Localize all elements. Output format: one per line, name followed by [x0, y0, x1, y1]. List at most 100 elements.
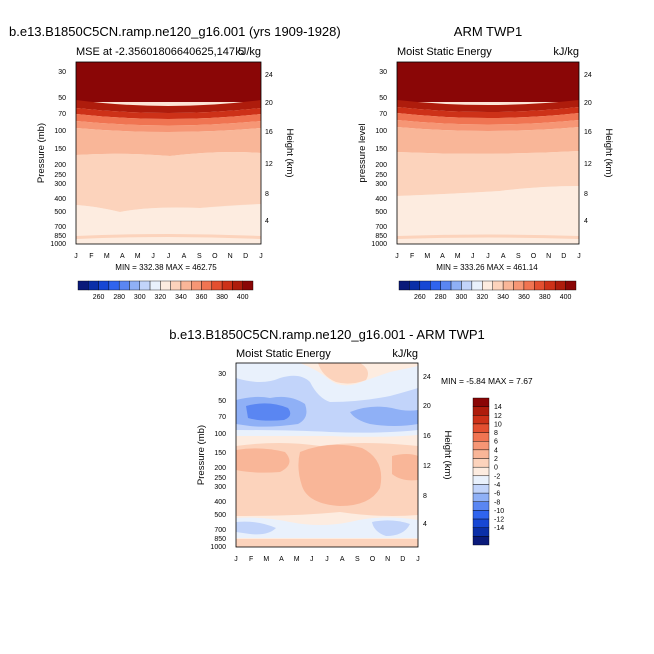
ytick: 850 — [214, 536, 226, 543]
panel1-y-ticks: 30 50 70 100 150 200 250 300 400 500 700… — [50, 69, 66, 248]
panel-difference: b.e13.B1850C5CN.ramp.ne120_g16.001 - ARM… — [169, 327, 533, 563]
ytick: 150 — [375, 146, 387, 153]
xtick: A — [182, 253, 187, 260]
ytick: 1000 — [50, 241, 66, 248]
ytick: 1000 — [371, 241, 387, 248]
ytick: 400 — [214, 499, 226, 506]
colorbar-swatch — [140, 281, 150, 290]
xtick: N — [385, 556, 390, 563]
height-tick: 12 — [584, 161, 592, 168]
colorbar-label: 360 — [196, 294, 208, 301]
ytick: 700 — [54, 224, 66, 231]
colorbar-label: 14 — [494, 404, 502, 411]
ytick: 400 — [375, 196, 387, 203]
band-dark-red — [397, 62, 579, 102]
colorbar-label: -12 — [494, 517, 504, 524]
xtick: J — [310, 556, 314, 563]
xtick: N — [546, 253, 551, 260]
colorbar-swatch — [473, 467, 489, 476]
height-tick: 12 — [265, 161, 273, 168]
colorbar-swatch — [473, 476, 489, 485]
xtick: F — [89, 253, 93, 260]
colorbar-label: -10 — [494, 508, 504, 515]
xtick: J — [151, 253, 155, 260]
height-tick: 20 — [265, 100, 273, 107]
ytick: 50 — [218, 398, 226, 405]
colorbar-swatch — [399, 281, 409, 290]
ytick: 70 — [218, 414, 226, 421]
xtick: M — [424, 253, 430, 260]
panel1-right-string: kJ/kg — [235, 46, 261, 58]
colorbar-swatch — [503, 281, 513, 290]
colorbar-swatch — [473, 398, 489, 407]
panel2-minmax: MIN = 333.26 MAX = 461.14 — [436, 263, 538, 272]
colorbar-swatch — [461, 281, 471, 290]
colorbar-swatch — [472, 281, 482, 290]
colorbar-swatch — [119, 281, 129, 290]
height-tick: 16 — [423, 433, 431, 440]
colorbar-swatch — [88, 281, 98, 290]
panel2-ylabel-right: Height (km) — [603, 128, 614, 177]
xtick: M — [263, 556, 269, 563]
colorbar-swatch — [555, 281, 565, 290]
colorbar-label: 6 — [494, 439, 498, 446]
colorbar-swatch — [232, 281, 242, 290]
xtick: M — [135, 253, 141, 260]
colorbar-swatch — [99, 281, 109, 290]
ytick: 400 — [54, 196, 66, 203]
xtick: A — [120, 253, 125, 260]
band-cream — [76, 204, 261, 244]
colorbar-label: 380 — [539, 294, 551, 301]
height-tick: 4 — [423, 521, 427, 528]
colorbar-swatch — [212, 281, 222, 290]
ytick: 150 — [54, 146, 66, 153]
colorbar-label: -8 — [494, 499, 500, 506]
height-tick: 20 — [584, 100, 592, 107]
colorbar-label: 380 — [216, 294, 228, 301]
panel2-y-ticks: 30 50 70 100 150 200 250 300 400 500 700… — [371, 69, 387, 248]
colorbar-swatch — [129, 281, 139, 290]
ytick: 100 — [54, 128, 66, 135]
colorbar-swatch — [150, 281, 160, 290]
panel-obs-mse: ARM TWP1 Moist Static Energy kJ/kg 30 50… — [357, 24, 614, 301]
colorbar-label: 2 — [494, 456, 498, 463]
xtick: O — [212, 253, 218, 260]
ytick: 70 — [58, 111, 66, 118]
height-tick: 8 — [584, 191, 588, 198]
xtick: O — [531, 253, 537, 260]
panel3-minmax: MIN = -5.84 MAX = 7.67 — [441, 376, 533, 386]
xtick: A — [501, 253, 506, 260]
xtick: D — [400, 556, 405, 563]
panel2-title: ARM TWP1 — [454, 24, 522, 39]
xtick: J — [486, 253, 490, 260]
ytick: 700 — [214, 527, 226, 534]
ytick: 30 — [379, 69, 387, 76]
colorbar-swatch — [243, 281, 253, 290]
panel1-ylabel: Pressure (mb) — [36, 123, 47, 183]
panel2-height-ticks: 24 20 16 12 8 4 — [584, 72, 592, 225]
ytick: 30 — [58, 69, 66, 76]
height-tick: 24 — [265, 72, 273, 79]
xtick: S — [516, 253, 521, 260]
xtick: A — [440, 253, 445, 260]
colorbar-swatch — [202, 281, 212, 290]
xtick: A — [340, 556, 345, 563]
figure: b.e13.B1850C5CN.ramp.ne120_g16.001 (yrs … — [0, 0, 654, 654]
colorbar-swatch — [420, 281, 430, 290]
xtick: J — [325, 556, 329, 563]
colorbar-label: 12 — [494, 413, 502, 420]
xtick: N — [228, 253, 233, 260]
colorbar-label: -4 — [494, 482, 500, 489]
colorbar-label: 8 — [494, 430, 498, 437]
panel1-field — [76, 62, 261, 244]
colorbar-swatch — [441, 281, 451, 290]
colorbar-label: 360 — [518, 294, 530, 301]
colorbar-swatch — [524, 281, 534, 290]
ytick: 500 — [375, 209, 387, 216]
panel1-title: b.e13.B1850C5CN.ramp.ne120_g16.001 (yrs … — [9, 24, 341, 39]
panel3-y-ticks: 30 50 70 100 150 200 250 300 400 500 700… — [210, 371, 226, 551]
panel3-left-string: Moist Static Energy — [236, 348, 331, 360]
xtick: F — [410, 253, 414, 260]
ytick: 300 — [214, 484, 226, 491]
